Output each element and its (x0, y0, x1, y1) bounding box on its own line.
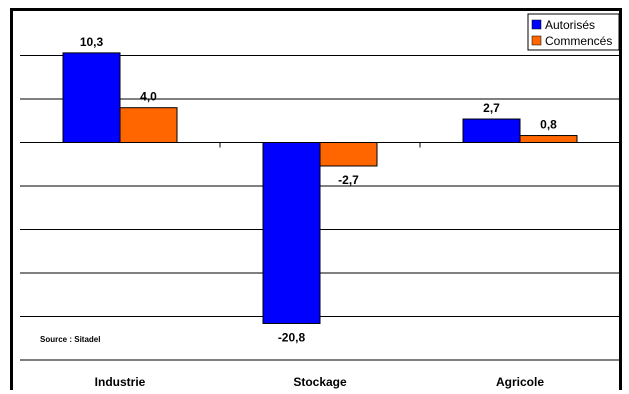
data-label: -2,7 (338, 173, 359, 187)
bar-stockage-autorises (262, 142, 321, 324)
data-label: 10,3 (80, 35, 104, 49)
category-label-agricole: Agricole (496, 375, 544, 389)
data-label: -20,8 (278, 330, 306, 344)
bar-agricole-commences (519, 135, 578, 143)
legend-label: Commencés (545, 34, 612, 48)
legend-swatch (531, 35, 542, 46)
category-label-stockage: Stockage (293, 375, 347, 389)
data-label: 4,0 (140, 90, 157, 104)
bar-industrie-autorises (62, 52, 121, 143)
legend-label: Autorisés (545, 18, 595, 32)
source-annotation: Source : Sitadel (40, 335, 100, 344)
bar-industrie-commences (119, 107, 178, 143)
bar-agricole-autorises (462, 118, 521, 144)
data-label: 2,7 (483, 101, 500, 115)
category-label-industrie: Industrie (95, 375, 146, 389)
data-label: 0,8 (540, 118, 557, 132)
legend-box (527, 13, 620, 51)
bar-stockage-commences (319, 142, 378, 167)
legend-swatch (531, 19, 542, 30)
